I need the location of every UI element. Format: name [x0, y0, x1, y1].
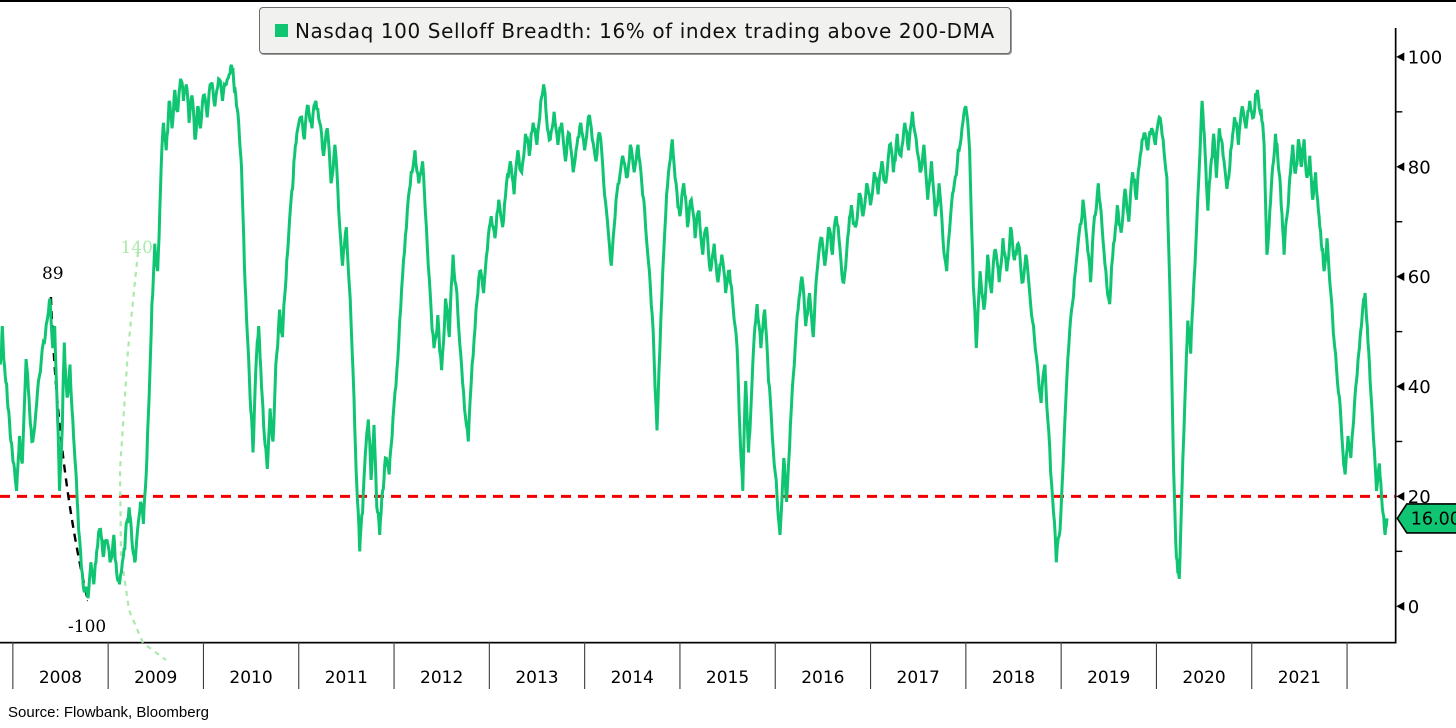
svg-text:2008: 2008 [39, 668, 82, 688]
svg-text:2016: 2016 [801, 668, 844, 688]
svg-text:2011: 2011 [325, 668, 368, 688]
svg-text:80: 80 [1408, 157, 1431, 178]
last-value-tag: 16.00 [1396, 503, 1456, 534]
svg-text:2012: 2012 [420, 668, 463, 688]
last-value-tag-shape [1396, 503, 1456, 534]
svg-text:2018: 2018 [992, 668, 1035, 688]
svg-text:2014: 2014 [611, 668, 654, 688]
annotation-trough-value: -100 [68, 617, 107, 638]
chart-title-box: Nasdaq 100 Selloff Breadth: 16% of index… [259, 7, 1011, 54]
chart-title: Nasdaq 100 Selloff Breadth: 16% of index… [295, 18, 995, 43]
window-top-border [0, 0, 1456, 2]
annotation-peak-value: 89 [41, 263, 64, 284]
svg-text:2015: 2015 [706, 668, 749, 688]
svg-text:2021: 2021 [1278, 668, 1321, 688]
svg-text:2009: 2009 [134, 668, 177, 688]
legend-series-marker-icon [275, 24, 288, 37]
svg-text:2010: 2010 [229, 668, 272, 688]
source-note: Source: Flowbank, Bloomberg [8, 704, 209, 721]
svg-text:2019: 2019 [1087, 668, 1130, 688]
svg-text:40: 40 [1408, 377, 1431, 398]
svg-text:20: 20 [1408, 487, 1431, 508]
svg-text:2020: 2020 [1182, 668, 1225, 688]
axes-layer: 2008 2009 2010 2011 2012 2013 2014 2015 2016 2017… [0, 28, 1442, 689]
annotation-light-value: 140 [120, 238, 153, 259]
svg-text:2013: 2013 [515, 668, 558, 688]
last-value-tag-text: 16.00 [1411, 509, 1456, 529]
series-layer [0, 64, 1389, 599]
svg-text:100: 100 [1408, 47, 1442, 68]
svg-text:2017: 2017 [897, 668, 940, 688]
svg-text:0: 0 [1408, 597, 1419, 618]
annotation-curves-layer [49, 251, 167, 661]
svg-text:60: 60 [1408, 267, 1431, 288]
